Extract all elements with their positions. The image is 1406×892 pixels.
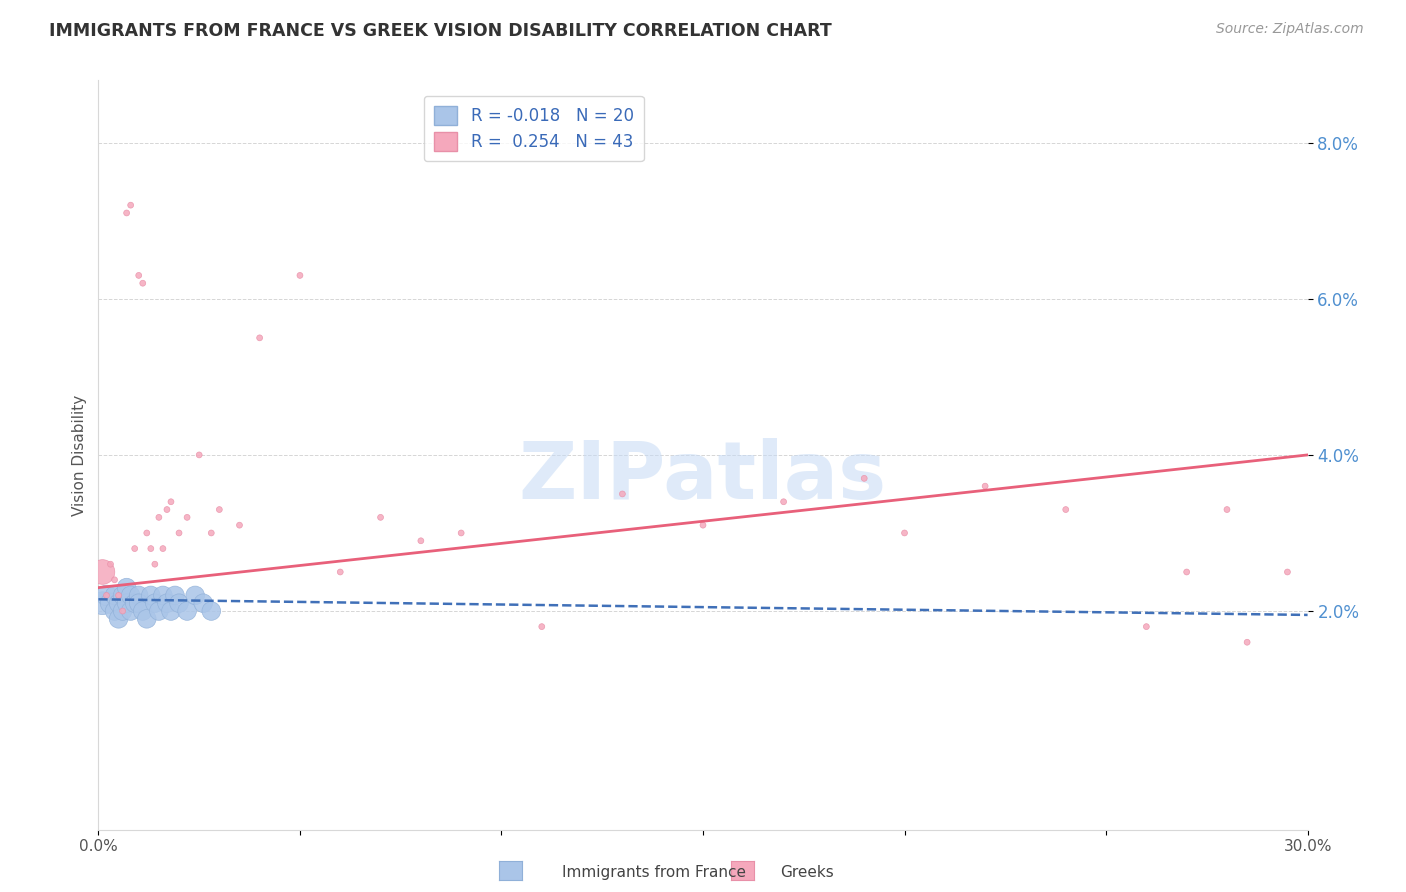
Point <box>107 589 129 603</box>
Point <box>115 581 138 595</box>
Point <box>188 448 211 462</box>
Point <box>200 604 222 618</box>
Point <box>228 518 250 533</box>
Point <box>111 604 134 618</box>
Point <box>100 596 122 610</box>
Point <box>120 604 142 618</box>
Point <box>115 596 138 610</box>
Point <box>91 565 114 579</box>
Point <box>120 589 142 603</box>
Point <box>120 198 142 212</box>
Point <box>200 526 222 541</box>
Point <box>249 331 271 345</box>
Text: ZIPatlas: ZIPatlas <box>519 438 887 516</box>
Point <box>184 589 207 603</box>
Point <box>111 604 134 618</box>
Point <box>450 526 472 541</box>
Point <box>329 565 352 579</box>
Point <box>143 557 166 572</box>
Point <box>107 612 129 626</box>
Point <box>128 596 150 610</box>
Point <box>139 589 162 603</box>
Point <box>288 268 311 283</box>
Point <box>167 596 190 610</box>
Point <box>115 206 138 220</box>
Point <box>103 604 125 618</box>
Point <box>853 471 876 485</box>
Point <box>107 596 129 610</box>
Point <box>893 526 915 541</box>
Point <box>1277 565 1299 579</box>
Point <box>128 589 150 603</box>
Point <box>208 502 231 516</box>
Point <box>193 596 215 610</box>
Point <box>111 589 134 603</box>
Point <box>152 541 174 556</box>
Point <box>135 612 157 626</box>
Text: Immigrants from France: Immigrants from France <box>562 865 747 880</box>
Point <box>167 526 190 541</box>
Point <box>148 510 170 524</box>
Point <box>124 596 146 610</box>
Point <box>96 589 118 603</box>
Point <box>103 589 125 603</box>
Point <box>772 494 794 508</box>
Text: IMMIGRANTS FROM FRANCE VS GREEK VISION DISABILITY CORRELATION CHART: IMMIGRANTS FROM FRANCE VS GREEK VISION D… <box>49 22 832 40</box>
Point <box>132 604 155 618</box>
Text: Source: ZipAtlas.com: Source: ZipAtlas.com <box>1216 22 1364 37</box>
Legend: R = -0.018   N = 20, R =  0.254   N = 43: R = -0.018 N = 20, R = 0.254 N = 43 <box>423 96 644 161</box>
Point <box>530 619 553 633</box>
Point <box>156 502 179 516</box>
Point <box>1216 502 1239 516</box>
Point <box>91 596 114 610</box>
Point <box>156 596 179 610</box>
Point <box>152 589 174 603</box>
Point <box>176 604 198 618</box>
Point <box>100 557 122 572</box>
Point <box>1054 502 1077 516</box>
Point <box>160 604 183 618</box>
Point <box>176 510 198 524</box>
Point <box>96 589 118 603</box>
Point <box>1135 619 1157 633</box>
Y-axis label: Vision Disability: Vision Disability <box>72 394 87 516</box>
Point <box>148 604 170 618</box>
Point <box>143 596 166 610</box>
Point <box>128 268 150 283</box>
Point <box>135 526 157 541</box>
Point <box>132 277 155 291</box>
Point <box>163 589 186 603</box>
Point <box>139 541 162 556</box>
Point <box>370 510 392 524</box>
Point <box>409 533 432 548</box>
Point <box>124 541 146 556</box>
Point <box>1175 565 1198 579</box>
Point <box>692 518 714 533</box>
Point <box>1236 635 1258 649</box>
Point <box>160 494 183 508</box>
Text: Greeks: Greeks <box>780 865 834 880</box>
Point <box>974 479 997 493</box>
Point <box>103 573 125 587</box>
Point <box>612 487 634 501</box>
